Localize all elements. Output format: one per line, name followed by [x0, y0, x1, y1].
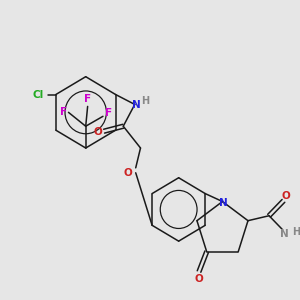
Text: N: N: [280, 229, 289, 238]
Text: H: H: [292, 226, 300, 237]
Text: N: N: [219, 197, 228, 208]
Text: F: F: [60, 107, 67, 117]
Text: H: H: [141, 97, 149, 106]
Text: N: N: [132, 100, 141, 110]
Text: O: O: [124, 168, 132, 178]
Text: F: F: [105, 108, 112, 118]
Text: Cl: Cl: [33, 89, 44, 100]
Text: F: F: [84, 94, 91, 104]
Text: O: O: [195, 274, 203, 284]
Text: O: O: [93, 127, 102, 137]
Text: O: O: [282, 191, 291, 201]
